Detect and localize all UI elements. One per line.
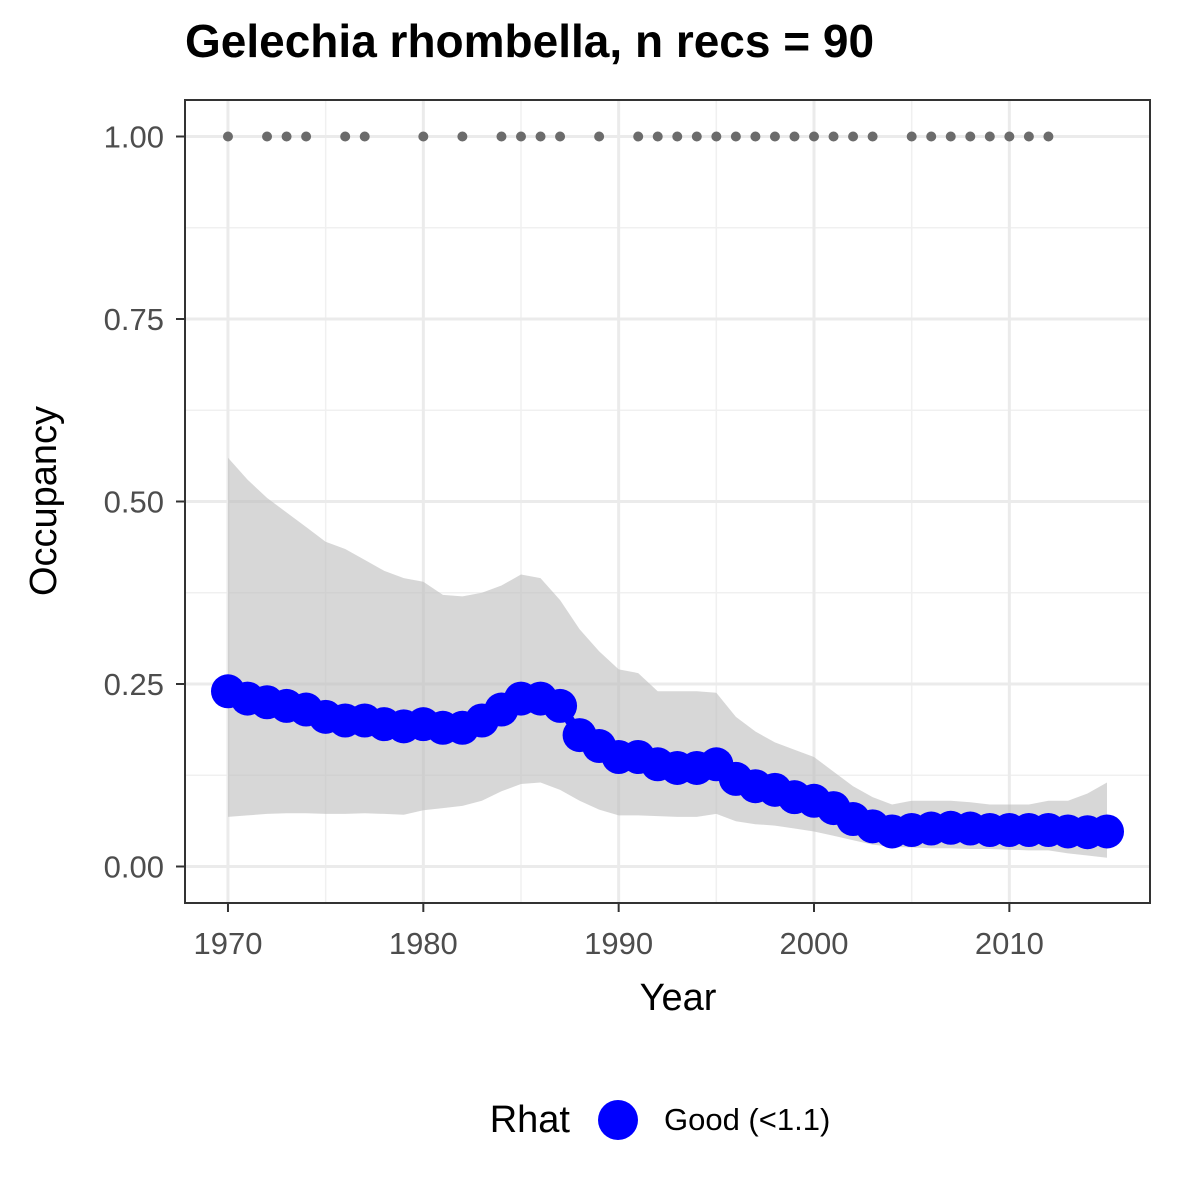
record-point <box>262 131 273 142</box>
record-point <box>594 131 605 142</box>
record-point <box>457 131 468 142</box>
x-axis-title: Year <box>640 977 717 1019</box>
record-point <box>652 131 663 142</box>
chart-title: Gelechia rhombella, n recs = 90 <box>185 15 875 67</box>
record-point <box>1043 131 1054 142</box>
record-point <box>418 131 429 142</box>
record-point <box>301 131 312 142</box>
x-tick-label: 1970 <box>193 926 262 961</box>
occupancy-point <box>1090 814 1125 849</box>
record-point <box>926 131 937 142</box>
record-point <box>945 131 956 142</box>
record-point <box>769 131 780 142</box>
y-tick-label: 0.25 <box>104 667 164 702</box>
y-tick-label: 0.75 <box>104 302 164 337</box>
record-point <box>1004 131 1015 142</box>
record-point <box>750 131 761 142</box>
record-point <box>906 131 917 142</box>
x-axis: 1970 1980 1990 2000 2010 <box>193 903 1044 961</box>
record-point <box>535 131 546 142</box>
legend-title: Rhat <box>489 1098 570 1141</box>
chart-plot: 1970 1980 1990 2000 2010 0.00 0.25 0.50 0.75 1.0… <box>23 99 1151 1019</box>
x-tick-label: 2000 <box>780 926 849 961</box>
x-tick-label: 1990 <box>584 926 653 961</box>
record-point <box>555 131 566 142</box>
x-tick-label: 2010 <box>975 926 1044 961</box>
occupancy-point <box>543 688 578 723</box>
record-point <box>691 131 702 142</box>
record-point <box>711 131 722 142</box>
y-axis: 0.00 0.25 0.50 0.75 1.00 <box>104 120 185 885</box>
record-points <box>222 131 1054 142</box>
y-tick-label: 0.00 <box>104 850 164 885</box>
record-point <box>789 131 800 142</box>
legend-label: Good (<1.1) <box>663 1102 831 1137</box>
record-point <box>340 131 351 142</box>
record-point <box>828 131 839 142</box>
record-point <box>222 131 233 142</box>
x-tick-label: 1980 <box>389 926 458 961</box>
record-point <box>672 131 683 142</box>
record-point <box>496 131 507 142</box>
y-axis-title: Occupancy <box>23 406 65 596</box>
confidence-ribbon <box>228 457 1107 858</box>
legend-key-dot <box>597 1100 638 1140</box>
occupancy-points <box>210 674 1125 850</box>
record-point <box>730 131 741 142</box>
record-point <box>848 131 859 142</box>
y-tick-label: 0.50 <box>104 485 164 520</box>
legend: Rhat Good (<1.1) <box>0 1090 1200 1150</box>
record-point <box>515 131 526 142</box>
record-point <box>984 131 995 142</box>
record-point <box>359 131 370 142</box>
record-point <box>867 131 878 142</box>
y-tick-label: 1.00 <box>104 120 164 155</box>
record-point <box>281 131 292 142</box>
record-point <box>1023 131 1034 142</box>
record-point <box>965 131 976 142</box>
record-point <box>809 131 820 142</box>
record-point <box>633 131 644 142</box>
